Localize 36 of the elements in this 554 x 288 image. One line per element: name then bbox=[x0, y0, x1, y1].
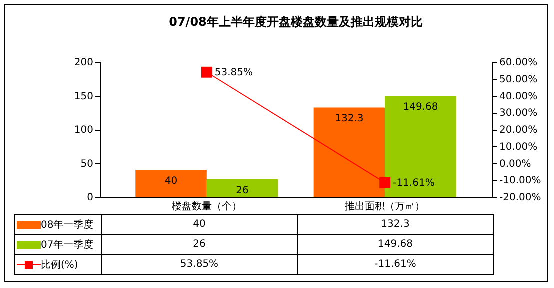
y2-tick-label: 0.00% bbox=[500, 158, 532, 170]
y2-tick-label: -20.00% bbox=[500, 192, 542, 204]
y2-tick-label: 30.00% bbox=[500, 108, 538, 120]
y2-tick-label: 40.00% bbox=[500, 91, 538, 102]
y2-tick-label: 50.00% bbox=[500, 74, 538, 86]
text: -11.61% bbox=[393, 178, 435, 189]
x-tick-label: 楼盘数量（个） bbox=[172, 200, 242, 212]
y-tick-label: 150 bbox=[74, 91, 94, 102]
data-label: 149.68 bbox=[298, 234, 494, 254]
text: 132.3 bbox=[335, 114, 364, 125]
legend-label: 比例(%) bbox=[14, 254, 102, 274]
data-label: -11.61% bbox=[298, 254, 494, 274]
y-tick-label: 50 bbox=[80, 158, 94, 170]
data-label: 26 bbox=[102, 234, 298, 254]
data-label: 132.3 bbox=[298, 214, 494, 234]
y2-tick-label: -10.00% bbox=[500, 176, 542, 187]
data-label: 53.85% bbox=[102, 254, 298, 274]
y-tick-label: 0 bbox=[87, 192, 94, 204]
bar bbox=[206, 179, 278, 197]
legend-label: 08年一季度 bbox=[14, 214, 102, 234]
text: 26 bbox=[236, 185, 249, 196]
x-tick-label: 推出面积（万㎡） bbox=[345, 200, 426, 212]
bar bbox=[136, 170, 207, 197]
y-tick-label: 100 bbox=[74, 125, 94, 136]
bar bbox=[385, 96, 456, 197]
y2-tick-label: 60.00% bbox=[500, 58, 538, 68]
data-label: 40 bbox=[102, 214, 298, 234]
y-tick-label: 200 bbox=[74, 58, 94, 68]
text: 53.85% bbox=[214, 67, 254, 78]
legend-label: 07年一季度 bbox=[14, 234, 102, 254]
bar bbox=[314, 108, 386, 197]
text: 149.68 bbox=[403, 102, 438, 113]
y2-tick-label: 10.00% bbox=[500, 142, 538, 153]
y2-tick-label: 20.00% bbox=[500, 125, 538, 136]
text: 40 bbox=[164, 176, 178, 187]
chart-title: 07/08年上半年度开盘楼盘数量及推出规模对比 bbox=[169, 15, 423, 29]
